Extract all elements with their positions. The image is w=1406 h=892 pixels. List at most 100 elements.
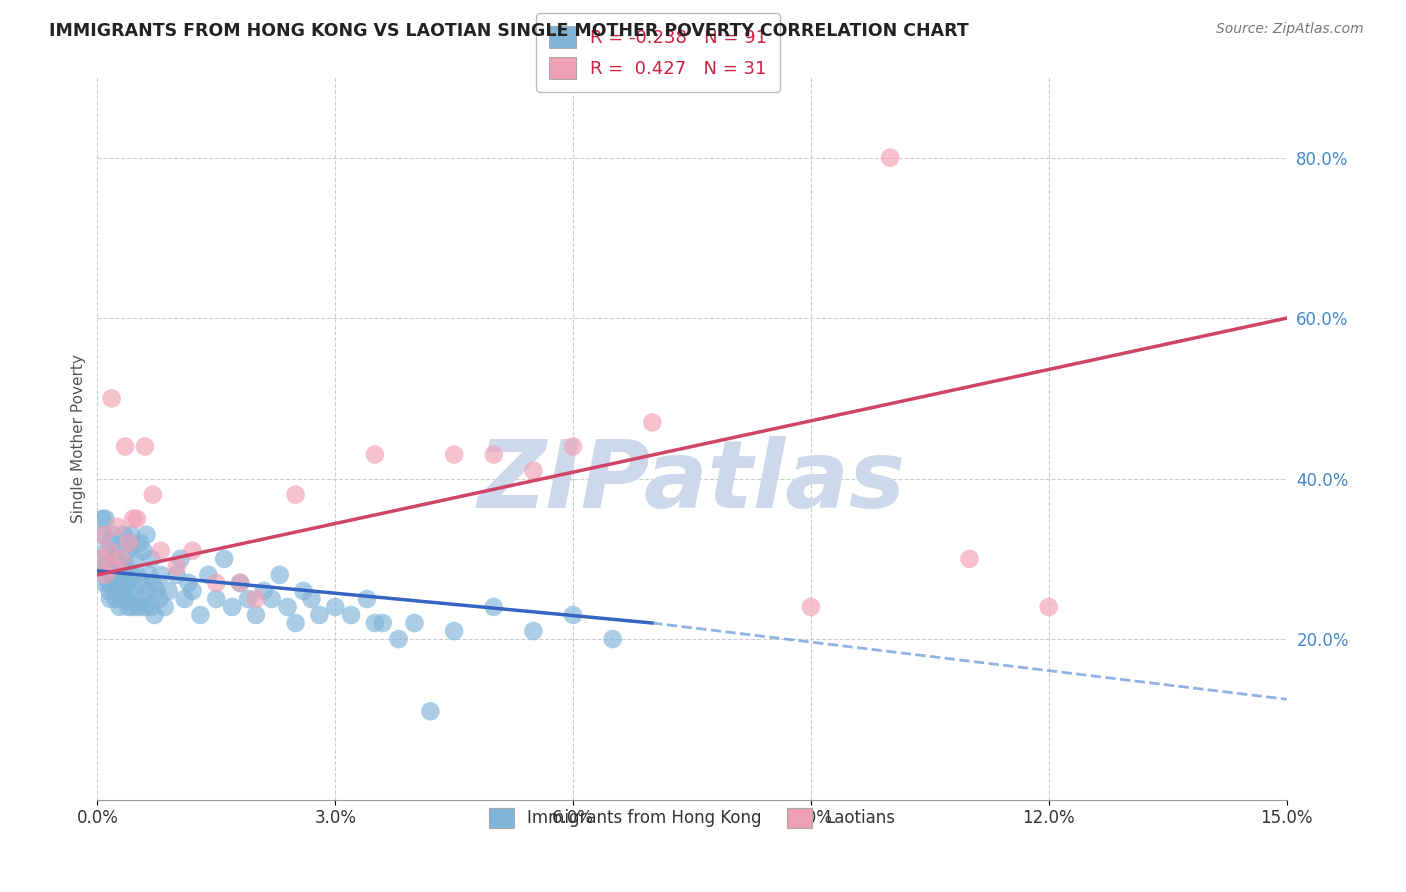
Point xyxy=(236,591,259,606)
Point xyxy=(1038,599,1060,614)
Point xyxy=(98,543,121,558)
Point xyxy=(482,599,505,614)
Point xyxy=(98,583,121,598)
Point xyxy=(404,615,426,630)
Point xyxy=(260,591,283,606)
Point xyxy=(197,567,219,582)
Point xyxy=(120,536,142,550)
Point xyxy=(138,567,160,582)
Point xyxy=(419,704,441,718)
Point xyxy=(149,567,172,582)
Point xyxy=(131,591,153,606)
Point xyxy=(562,440,585,454)
Point xyxy=(90,528,112,542)
Point xyxy=(129,575,152,590)
Point xyxy=(388,632,411,646)
Point xyxy=(323,599,346,614)
Point xyxy=(364,448,387,462)
Point xyxy=(91,512,114,526)
Point xyxy=(253,583,276,598)
Point xyxy=(104,575,127,590)
Point xyxy=(118,583,141,598)
Point xyxy=(120,528,142,542)
Point xyxy=(212,551,235,566)
Text: IMMIGRANTS FROM HONG KONG VS LAOTIAN SINGLE MOTHER POVERTY CORRELATION CHART: IMMIGRANTS FROM HONG KONG VS LAOTIAN SIN… xyxy=(49,22,969,40)
Point xyxy=(284,615,307,630)
Point xyxy=(117,543,139,558)
Point xyxy=(190,607,212,622)
Point xyxy=(800,599,823,614)
Point xyxy=(93,528,115,542)
Point xyxy=(124,583,146,598)
Point xyxy=(100,536,122,550)
Point xyxy=(245,591,267,606)
Text: ZIPatlas: ZIPatlas xyxy=(478,436,905,528)
Point xyxy=(111,591,134,606)
Point xyxy=(153,599,176,614)
Point xyxy=(94,567,117,582)
Point xyxy=(177,575,200,590)
Point xyxy=(146,583,169,598)
Point xyxy=(125,567,148,582)
Point xyxy=(110,551,132,566)
Point xyxy=(122,512,145,526)
Point xyxy=(94,543,117,558)
Point xyxy=(139,599,162,614)
Point xyxy=(229,575,252,590)
Point xyxy=(482,448,505,462)
Point xyxy=(128,599,150,614)
Point xyxy=(879,151,901,165)
Point xyxy=(129,536,152,550)
Point xyxy=(94,512,117,526)
Point xyxy=(118,536,141,550)
Point xyxy=(340,607,363,622)
Point xyxy=(443,624,465,638)
Point xyxy=(122,599,145,614)
Point xyxy=(93,559,115,574)
Point xyxy=(105,583,128,598)
Point xyxy=(107,567,129,582)
Point xyxy=(443,448,465,462)
Y-axis label: Single Mother Poverty: Single Mother Poverty xyxy=(72,354,86,523)
Point xyxy=(97,575,120,590)
Point xyxy=(284,488,307,502)
Text: Source: ZipAtlas.com: Source: ZipAtlas.com xyxy=(1216,22,1364,37)
Point xyxy=(114,440,136,454)
Point xyxy=(269,567,291,582)
Point xyxy=(149,543,172,558)
Point xyxy=(134,440,156,454)
Point xyxy=(641,416,664,430)
Point xyxy=(157,583,180,598)
Point xyxy=(205,575,228,590)
Point xyxy=(364,615,387,630)
Point xyxy=(112,528,135,542)
Point xyxy=(134,599,156,614)
Point xyxy=(110,575,132,590)
Point xyxy=(93,575,115,590)
Point xyxy=(959,551,981,566)
Point xyxy=(166,567,188,582)
Point xyxy=(103,559,125,574)
Point xyxy=(562,607,585,622)
Point xyxy=(103,551,125,566)
Point xyxy=(141,551,163,566)
Point xyxy=(205,591,228,606)
Point xyxy=(602,632,624,646)
Point xyxy=(100,567,122,582)
Point xyxy=(181,543,204,558)
Point xyxy=(115,559,138,574)
Point xyxy=(105,543,128,558)
Point xyxy=(148,591,170,606)
Point xyxy=(181,583,204,598)
Legend: Immigrants from Hong Kong, Laotians: Immigrants from Hong Kong, Laotians xyxy=(482,801,901,835)
Point xyxy=(142,575,165,590)
Point xyxy=(115,591,138,606)
Point xyxy=(121,567,143,582)
Point xyxy=(98,591,121,606)
Point xyxy=(111,583,134,598)
Point xyxy=(91,551,114,566)
Point xyxy=(277,599,299,614)
Point xyxy=(142,488,165,502)
Point xyxy=(356,591,378,606)
Point xyxy=(169,551,191,566)
